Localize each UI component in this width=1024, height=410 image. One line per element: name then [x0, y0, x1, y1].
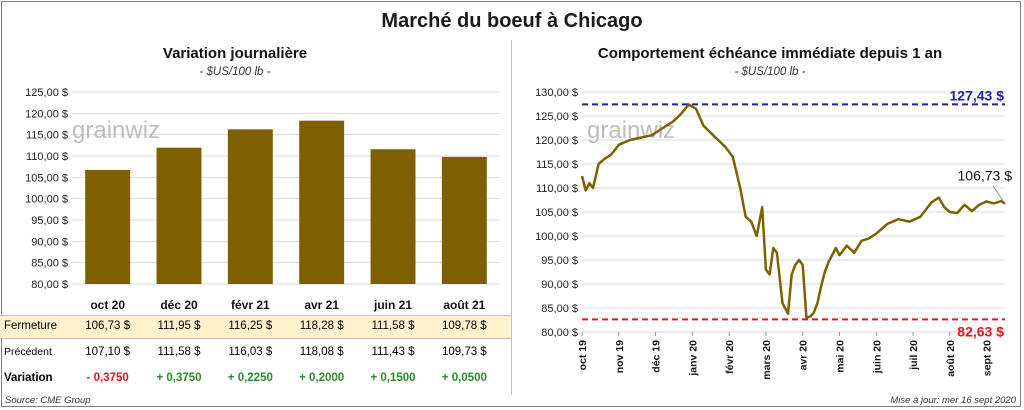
- table-cell: 118,28 $: [299, 320, 344, 332]
- y-tick-label: 125,00 $: [25, 87, 68, 99]
- table-cell: 109,78 $: [441, 320, 487, 332]
- y-tick-label: 90,00 $: [31, 236, 68, 248]
- table-row-variation: Variation - 0,3750 + 0,3750 + 0,2250 + 0,20…: [0, 367, 511, 391]
- y-tick-label: 110,00 $: [536, 183, 578, 195]
- row-label-precedent: Précédent: [4, 346, 52, 358]
- table-cell: 111,95 $: [157, 320, 201, 332]
- table-cell: - 0,3750: [86, 372, 129, 384]
- x-tick-label: juin 21: [373, 298, 412, 312]
- x-tick-label: janv 20: [687, 340, 699, 377]
- x-tick-label: avr 20: [798, 340, 810, 371]
- table-cell: 116,03 $: [228, 346, 273, 358]
- fermeture-highlight: [0, 315, 511, 339]
- x-tick-label: févr 20: [724, 340, 736, 374]
- table-cell: 116,25 $: [228, 320, 273, 332]
- row-label-fermeture: Fermeture: [4, 320, 58, 332]
- watermark-logo: grainwiz: [72, 117, 160, 144]
- y-tick-label: 115,00 $: [536, 159, 578, 171]
- y-tick-label: 115,00 $: [26, 130, 68, 142]
- y-tick-label: 80,00 $: [541, 327, 578, 339]
- y-tick-label: 120,00 $: [25, 108, 68, 120]
- y-tick-label: 85,00 $: [31, 258, 68, 270]
- table-cell: + 0,1500: [370, 372, 416, 384]
- table-cell: 111,58 $: [157, 346, 201, 358]
- left-chart-title: Variation journalière: [162, 45, 308, 62]
- bar: [370, 149, 416, 284]
- x-tick-label: juil 20: [908, 340, 920, 371]
- left-chart-unit: - $US/100 lb -: [199, 66, 271, 78]
- table-cell: 109,73 $: [441, 346, 487, 358]
- y-tick-label: 105,00 $: [25, 172, 68, 184]
- line-chart: 80,00 $ 85,00 $ 90,00 $ 95,00 $ 100,00 $ 105,…: [535, 87, 1013, 380]
- y-tick-label: 105,00 $: [535, 207, 578, 219]
- min-label: 82,63 $: [957, 323, 1004, 339]
- last-value-label: 106,73 $: [958, 168, 1013, 184]
- table-cell: + 0,2000: [299, 372, 345, 384]
- bar: [299, 120, 345, 284]
- panel-divider: [511, 40, 512, 395]
- price-line: [580, 103, 1006, 319]
- source-note: Source: CME Group: [5, 395, 91, 406]
- bar: [85, 169, 131, 284]
- y-tick-label: 130,00 $: [535, 87, 578, 99]
- x-tick-label: déc 19: [651, 340, 663, 373]
- table-cell: + 0,3750: [156, 372, 202, 384]
- x-tick-label: déc 20: [160, 298, 198, 312]
- x-tick-label: oct 19: [577, 340, 589, 371]
- y-tick-label: 90,00 $: [541, 279, 578, 291]
- x-tick-label: mars 20: [761, 340, 773, 380]
- bar: [441, 156, 487, 284]
- y-tick-label: 125,00 $: [535, 111, 578, 123]
- table-row-fermeture: Fermeture 106,73 $ 111,95 $ 116,25 $ 118,28…: [0, 315, 511, 339]
- table-cell: 111,43 $: [371, 346, 415, 358]
- table-row-precedent: Précédent 107,10 $ 111,58 $ 116,03 $ 118,08…: [0, 341, 511, 365]
- bar: [227, 129, 273, 284]
- y-tick-label: 120,00 $: [535, 135, 578, 147]
- table-cell: 111,58 $: [371, 320, 415, 332]
- y-tick-label: 95,00 $: [31, 215, 68, 227]
- update-note: Mise à jour: mer 16 sept 2020: [890, 395, 1016, 406]
- y-tick-label: 95,00 $: [541, 255, 578, 267]
- x-tick-label: juin 20: [871, 340, 883, 374]
- page-title: Marché du boeuf à Chicago: [381, 10, 643, 32]
- x-tick-label: mai 20: [834, 340, 846, 373]
- x-tick-label: févr 21: [231, 298, 270, 312]
- table-cell: 107,10 $: [85, 346, 131, 358]
- max-label: 127,43 $: [950, 87, 1005, 103]
- x-tick-label: nov 19: [614, 340, 626, 373]
- right-chart-title: Comportement échéance immédiate depuis 1…: [597, 45, 943, 62]
- x-tick-label: oct 20: [90, 298, 125, 312]
- x-tick-label: sept 20: [982, 340, 994, 376]
- table-cell: + 0,0500: [441, 372, 487, 384]
- y-tick-label: 100,00 $: [25, 194, 68, 206]
- y-tick-label: 110,00 $: [26, 151, 68, 163]
- row-label-variation: Variation: [4, 372, 53, 384]
- right-chart-unit: - $US/100 lb -: [734, 66, 806, 78]
- table-cell: + 0,2250: [227, 372, 273, 384]
- y-tick-label: 85,00 $: [541, 303, 578, 315]
- bar-chart: 80,00 $ 85,00 $ 90,00 $ 95,00 $ 100,00 $ 105,…: [25, 87, 500, 312]
- y-tick-label: 80,00 $: [31, 279, 68, 291]
- x-tick-label: avr 21: [304, 298, 339, 312]
- x-tick-label: août 20: [945, 340, 957, 377]
- last-value-leader: [992, 185, 1004, 201]
- table-cell: 106,73 $: [85, 320, 131, 332]
- bar: [156, 147, 202, 284]
- table-cell: 118,08 $: [299, 346, 344, 358]
- x-tick-label: août 21: [443, 298, 485, 312]
- y-tick-label: 100,00 $: [535, 231, 578, 243]
